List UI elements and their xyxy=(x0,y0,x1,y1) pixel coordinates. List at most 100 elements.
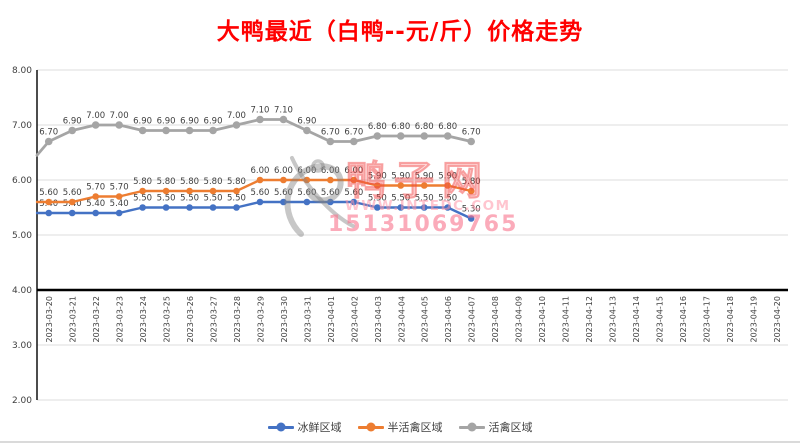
data-label: 5.60 xyxy=(274,188,293,198)
x-axis-tick-label: 2023-04-19 xyxy=(749,296,758,343)
data-point-marker xyxy=(233,187,240,195)
data-label: 5.40 xyxy=(39,199,58,209)
data-label: 5.60 xyxy=(344,188,363,198)
data-label: 5.40 xyxy=(110,199,129,209)
data-label: 6.00 xyxy=(297,166,316,176)
data-label: 7.10 xyxy=(274,106,293,116)
x-axis-tick-label: 2023-04-08 xyxy=(491,296,500,343)
data-label: 5.50 xyxy=(391,194,410,204)
x-axis-tick-label: 2023-04-07 xyxy=(468,296,477,343)
data-label: 5.60 xyxy=(39,188,58,198)
data-point-marker xyxy=(68,126,77,135)
data-label: 5.90 xyxy=(368,172,387,182)
legend-item-半活禽区域: 半活禽区域 xyxy=(357,419,443,435)
x-axis-tick-label: 2023-04-05 xyxy=(421,296,430,343)
data-label: 6.90 xyxy=(133,117,152,127)
data-label: 5.40 xyxy=(63,199,82,209)
data-label: 7.00 xyxy=(110,111,129,121)
data-label: 6.80 xyxy=(438,122,457,132)
data-point-marker xyxy=(256,115,264,124)
data-point-marker xyxy=(44,137,53,146)
data-point-marker xyxy=(280,198,287,206)
data-label: 5.80 xyxy=(204,177,223,187)
data-label: 7.10 xyxy=(250,106,269,116)
data-point-marker xyxy=(443,132,452,140)
legend-item-活禽区域: 活禽区域 xyxy=(458,419,533,435)
y-axis-tick-label: 7.00 xyxy=(12,121,32,131)
legend-dot-icon xyxy=(366,422,375,432)
data-point-marker xyxy=(350,198,358,206)
data-point-marker xyxy=(209,126,217,135)
duck-logo-icon xyxy=(284,156,355,237)
x-axis-tick-label: 2023-04-11 xyxy=(562,296,571,343)
data-point-marker xyxy=(327,176,334,184)
bottom-border xyxy=(0,441,800,443)
data-point-marker xyxy=(68,198,76,206)
data-point-marker xyxy=(444,182,452,189)
legend-item-冰鲜区域: 冰鲜区域 xyxy=(267,419,342,435)
x-axis-tick-label: 2023-04-04 xyxy=(397,296,406,343)
data-point-marker xyxy=(186,187,193,195)
x-axis-tick-label: 2023-03-26 xyxy=(186,296,195,343)
x-axis-tick-label: 2023-04-02 xyxy=(350,296,359,343)
legend-line-marker-icon xyxy=(267,422,294,432)
x-axis-tick-label: 2023-04-13 xyxy=(608,296,617,343)
data-point-marker xyxy=(68,209,76,217)
data-point-marker xyxy=(92,209,99,217)
data-label: 6.00 xyxy=(344,166,363,176)
watermark-brand-text: 鸭子网 xyxy=(346,158,490,204)
data-point-marker xyxy=(138,126,147,135)
y-axis-tick-label: 5.00 xyxy=(12,231,32,241)
legend-line-marker-icon xyxy=(458,422,485,432)
x-axis-tick-label: 2023-04-20 xyxy=(773,296,782,343)
data-point-marker xyxy=(162,187,170,195)
data-label: 5.50 xyxy=(133,194,152,204)
data-label: 5.50 xyxy=(438,194,457,204)
data-label: 5.80 xyxy=(157,177,176,187)
data-point-marker xyxy=(115,121,123,129)
data-point-marker xyxy=(280,176,287,184)
data-label: 6.70 xyxy=(344,128,363,138)
data-point-marker xyxy=(303,198,311,206)
y-axis-tick-label: 4.00 xyxy=(12,286,32,296)
data-point-marker xyxy=(139,204,146,211)
y-axis-tick-label: 8.00 xyxy=(12,66,32,76)
data-label: 6.90 xyxy=(297,117,316,127)
data-label: 5.80 xyxy=(227,177,246,187)
data-point-marker xyxy=(162,126,170,135)
data-label: 5.50 xyxy=(157,194,176,204)
y-axis-tick-label: 2.00 xyxy=(12,396,32,406)
legend-dot-icon xyxy=(467,422,476,432)
data-point-marker xyxy=(256,198,264,206)
x-axis-tick-label: 2023-04-18 xyxy=(726,296,735,343)
data-point-marker xyxy=(232,121,241,129)
x-axis-tick-label: 2023-03-20 xyxy=(45,296,54,343)
data-point-marker xyxy=(350,176,358,184)
data-label: 6.90 xyxy=(180,117,199,127)
x-axis-tick-label: 2023-03-23 xyxy=(116,296,125,343)
data-label: 6.00 xyxy=(321,166,340,176)
data-point-marker xyxy=(373,204,381,211)
data-point-marker xyxy=(467,215,475,222)
data-label: 6.90 xyxy=(63,117,82,127)
x-axis-tick-label: 2023-04-01 xyxy=(327,296,336,343)
x-axis-tick-label: 2023-04-10 xyxy=(538,296,547,343)
data-point-marker xyxy=(233,204,240,211)
data-point-marker xyxy=(350,137,358,146)
data-point-marker xyxy=(467,137,475,146)
data-label: 6.80 xyxy=(391,122,410,132)
data-point-marker xyxy=(327,198,334,206)
data-point-marker xyxy=(420,182,428,189)
data-label: 5.60 xyxy=(297,188,316,198)
data-point-marker xyxy=(209,187,217,195)
x-axis-tick-label: 2023-03-27 xyxy=(210,296,219,343)
data-point-marker xyxy=(91,121,100,129)
data-label: 5.90 xyxy=(391,172,410,182)
data-point-marker xyxy=(444,204,452,211)
data-label: 5.60 xyxy=(63,188,82,198)
data-point-marker xyxy=(467,187,475,195)
legend-label: 活禽区域 xyxy=(488,421,533,434)
data-label: 7.00 xyxy=(86,111,105,121)
